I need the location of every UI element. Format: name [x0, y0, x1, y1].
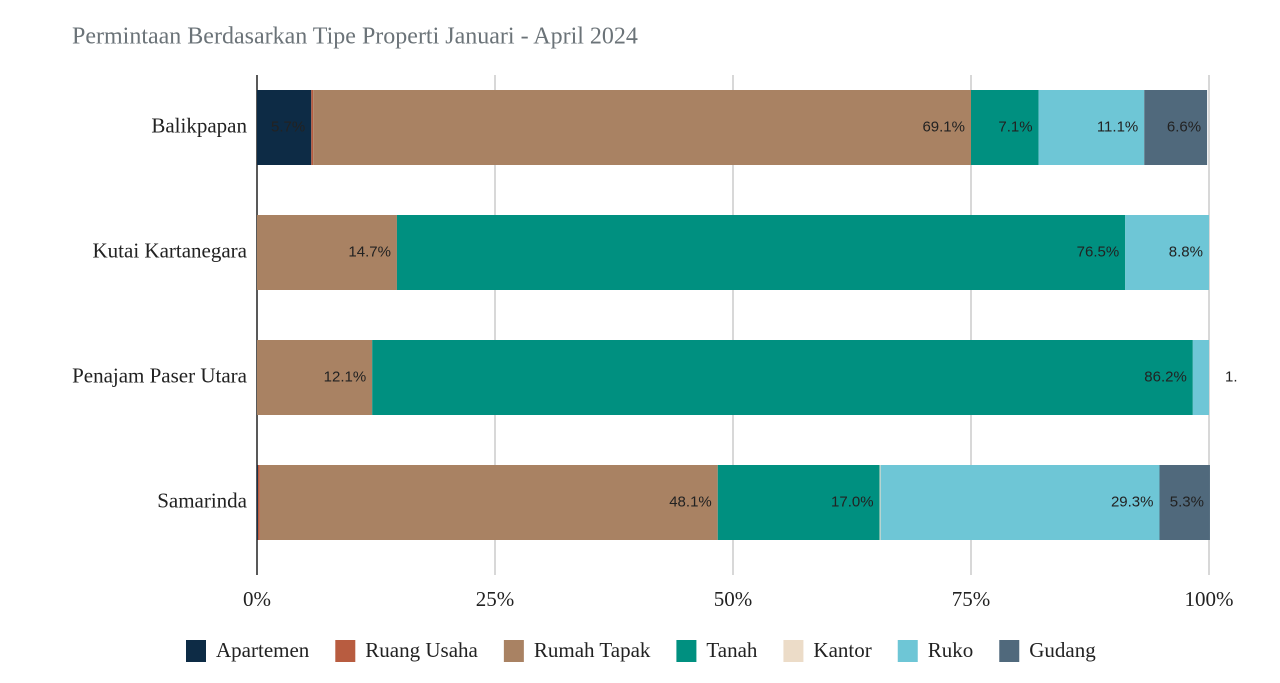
bar-segment	[311, 90, 314, 165]
y-tick-label: Penajam Paser Utara	[72, 363, 248, 387]
bar-segment	[257, 465, 260, 540]
bar-segment	[1144, 90, 1208, 165]
data-label: 14.7%	[348, 243, 391, 260]
data-label: 69.1%	[922, 118, 965, 135]
data-label: 12.1%	[324, 368, 367, 385]
legend-label: Kantor	[813, 638, 871, 662]
bar-segment	[1125, 215, 1209, 290]
legend-swatch	[897, 640, 918, 662]
bar-segment	[880, 465, 1160, 540]
x-tick-label: 75%	[952, 587, 991, 611]
bar-segment	[257, 215, 397, 290]
bar-segment	[1192, 340, 1209, 415]
bar-segment	[879, 465, 881, 540]
bar-segment	[1038, 90, 1145, 165]
x-tick-label: 100%	[1185, 587, 1234, 611]
data-label: 76.5%	[1077, 243, 1120, 260]
bar-segment	[1159, 465, 1210, 540]
legend-label: Gudang	[1029, 638, 1096, 662]
legend-swatch	[335, 640, 356, 662]
y-tick-label: Kutai Kartanegara	[93, 238, 248, 262]
legend-swatch	[503, 640, 524, 662]
data-label: 11.1%	[1097, 118, 1138, 135]
bar-segment	[717, 465, 880, 540]
bar-segment	[259, 465, 718, 540]
legend-label: Apartemen	[216, 638, 310, 662]
chart-title: Permintaan Berdasarkan Tipe Properti Jan…	[72, 24, 638, 50]
data-label: 6.6%	[1167, 118, 1201, 135]
bar-segment	[313, 90, 972, 165]
data-label: 48.1%	[669, 493, 712, 510]
data-label: 5.7%	[271, 118, 305, 135]
bar-segment	[372, 340, 1193, 415]
data-label: 7.1%	[998, 118, 1032, 135]
data-label: 86.2%	[1144, 368, 1187, 385]
legend-label: Ruko	[928, 638, 974, 662]
data-label: 29.3%	[1111, 493, 1154, 510]
bar-segment	[971, 90, 1039, 165]
y-tick-label: Samarinda	[157, 488, 247, 512]
y-tick-label: Balikpapan	[151, 113, 247, 137]
legend-label: Ruang Usaha	[365, 638, 478, 662]
bar-segment	[257, 90, 312, 165]
legend-label: Tanah	[706, 638, 758, 662]
legend-swatch	[783, 640, 804, 662]
data-label: 1.	[1225, 368, 1238, 385]
data-label: 5.3%	[1170, 493, 1204, 510]
legend-swatch	[186, 640, 206, 662]
x-tick-label: 0%	[243, 587, 271, 611]
bar-segment	[396, 215, 1126, 290]
x-tick-label: 25%	[476, 587, 515, 611]
data-label: 8.8%	[1169, 243, 1203, 260]
legend-label: Rumah Tapak	[534, 638, 651, 662]
bar-segment	[257, 340, 373, 415]
x-tick-label: 50%	[714, 587, 753, 611]
bar-segment	[257, 465, 258, 540]
legend-swatch	[676, 640, 697, 662]
legend-swatch	[999, 640, 1020, 662]
data-label: 17.0%	[831, 493, 874, 510]
